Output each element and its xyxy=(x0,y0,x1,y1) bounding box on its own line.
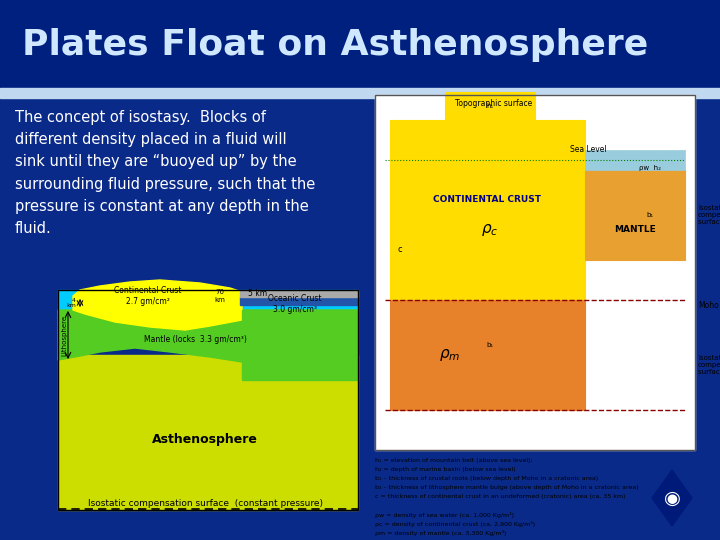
Text: b₂ – thickness of lithosphere mantle bulge (above depth of Moho in a cratonic ar: b₂ – thickness of lithosphere mantle bul… xyxy=(375,485,639,490)
Bar xyxy=(58,290,358,310)
Text: ρm = density of mantle (ca. 3,300 Kg/m³): ρm = density of mantle (ca. 3,300 Kg/m³) xyxy=(375,530,506,536)
Text: b₁ – thickness of crustal roots (below depth of Moho in a cratonic area): b₁ – thickness of crustal roots (below d… xyxy=(375,476,598,481)
Text: Lithosphere: Lithosphere xyxy=(61,314,67,355)
Text: Asthenosphere: Asthenosphere xyxy=(152,434,258,447)
Text: 5 km: 5 km xyxy=(248,288,267,298)
Text: ρw  h₂: ρw h₂ xyxy=(639,165,661,171)
Text: Moho: Moho xyxy=(698,300,719,309)
Text: b₁: b₁ xyxy=(487,342,494,348)
Text: c: c xyxy=(397,246,402,254)
Bar xyxy=(375,95,695,450)
Bar xyxy=(240,291,358,297)
Text: Mantle (locks  3.3 gm/cm³): Mantle (locks 3.3 gm/cm³) xyxy=(143,335,246,345)
Bar xyxy=(585,150,685,170)
Text: b₁: b₁ xyxy=(647,212,654,218)
Text: Isostatic compensation surface  (constant pressure): Isostatic compensation surface (constant… xyxy=(88,498,323,508)
Text: ρc = density of continental crust (ca. 2,900 Kg/m³): ρc = density of continental crust (ca. 2… xyxy=(375,521,535,527)
Text: c = thickness of continental crust in an undeformed (cratonic) area (ca. 35 km): c = thickness of continental crust in an… xyxy=(375,494,626,499)
Text: Plates Float on Asthenosphere: Plates Float on Asthenosphere xyxy=(22,28,648,62)
Text: ρw = density of sea water (ca. 1,000 Kg/m³): ρw = density of sea water (ca. 1,000 Kg/… xyxy=(375,512,514,518)
Polygon shape xyxy=(58,310,358,362)
Text: $\rho_c$: $\rho_c$ xyxy=(481,222,499,238)
Text: Topographic surface: Topographic surface xyxy=(455,98,532,107)
Text: Isostatic
compensation
surface 2: Isostatic compensation surface 2 xyxy=(698,205,720,225)
Text: h₁: h₁ xyxy=(487,103,494,109)
Bar xyxy=(390,300,585,410)
Text: ◉: ◉ xyxy=(664,489,680,508)
Text: MANTLE: MANTLE xyxy=(614,226,656,234)
Text: Continental Crust
2.7 gm/cm²: Continental Crust 2.7 gm/cm² xyxy=(114,286,181,306)
Text: Sea Level: Sea Level xyxy=(570,145,607,154)
Bar xyxy=(0,0,720,90)
Bar xyxy=(242,310,358,380)
Bar xyxy=(58,355,358,510)
Text: h₁ = elevation of mountain belt (above sea level);: h₁ = elevation of mountain belt (above s… xyxy=(375,458,533,463)
Text: Oceanic Crust
3.0 gm/cm³: Oceanic Crust 3.0 gm/cm³ xyxy=(269,294,322,314)
Text: Isostatic
compensation
surface 1: Isostatic compensation surface 1 xyxy=(698,355,720,375)
Bar xyxy=(445,92,535,120)
Polygon shape xyxy=(652,470,692,526)
Text: 4
km: 4 km xyxy=(66,298,76,308)
Text: $\rho_m$: $\rho_m$ xyxy=(439,347,461,363)
Bar xyxy=(390,120,585,300)
Bar xyxy=(58,290,358,510)
Bar xyxy=(585,170,685,260)
Bar xyxy=(375,95,695,450)
Bar xyxy=(0,88,720,98)
Text: The concept of isostasy.  Blocks of
different density placed in a fluid will
sin: The concept of isostasy. Blocks of diffe… xyxy=(15,110,315,236)
Text: 70
km: 70 km xyxy=(215,289,225,302)
Text: CONTINENTAL CRUST: CONTINENTAL CRUST xyxy=(433,195,541,205)
Polygon shape xyxy=(73,280,242,330)
Bar xyxy=(240,297,358,305)
Text: h₂ = depth of marine basin (below sea level): h₂ = depth of marine basin (below sea le… xyxy=(375,467,516,472)
